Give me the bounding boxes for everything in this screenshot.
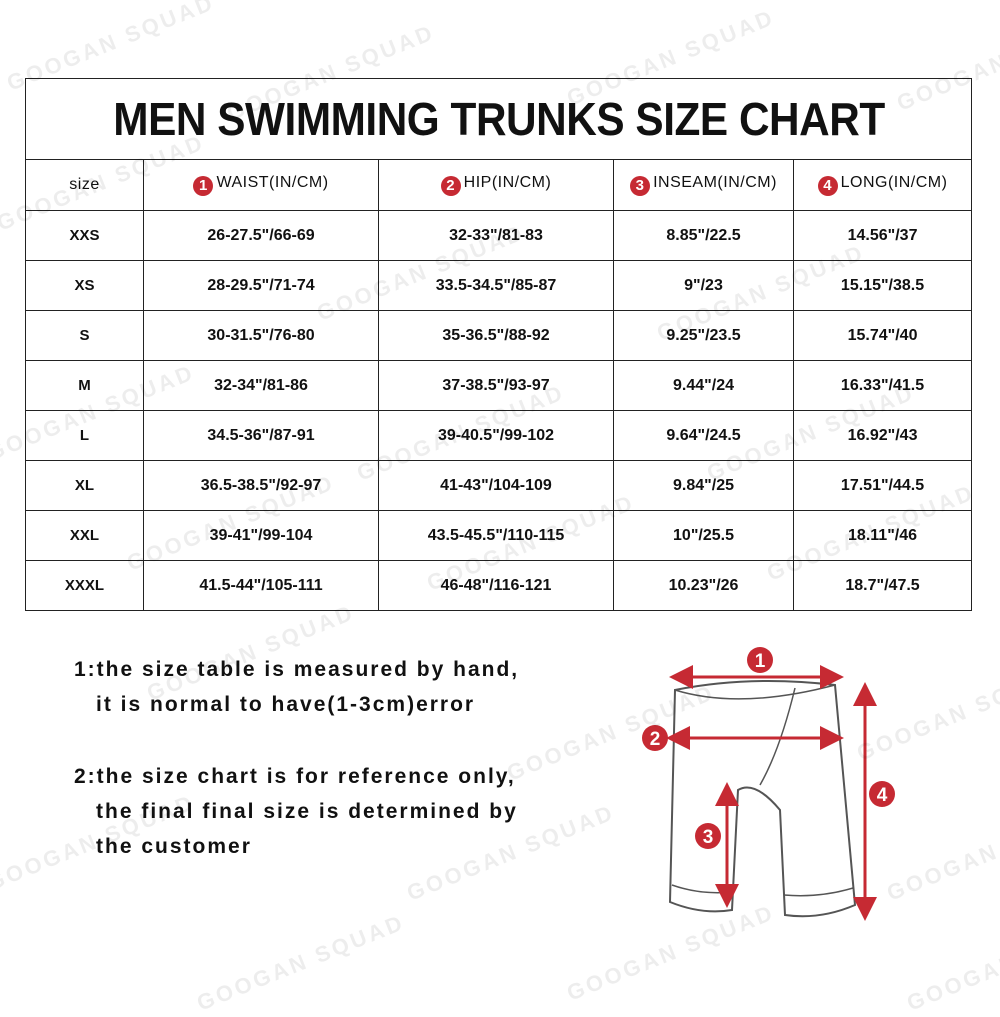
value-cell: 32-34"/81-86 [143,360,379,411]
table-row: L 34.5-36"/87-91 39-40.5"/99-102 9.64"/24.5… [25,410,973,461]
note-2-cont2: the customer [96,835,252,858]
table-row: XXS 26-27.5"/66-69 32-33"/81-83 8.85"/22.5 1… [25,210,973,261]
header-label: LONG(IN/CM) [840,174,948,191]
shorts-outline [668,680,857,918]
header-label: size [69,176,100,193]
value-cell: 18.7"/47.5 [792,560,973,611]
header-label: WAIST(IN/CM) [216,174,329,191]
size-cell: XL [25,460,144,511]
value-cell: 10.23"/26 [613,560,794,611]
size-cell: S [25,310,144,361]
column-header: 2 HIP(IN/CM) [378,159,614,211]
value-cell: 34.5-36"/87-91 [143,410,379,461]
number-badge-icon: 3 [630,176,651,196]
shorts-diagram: 1 2 3 4 [642,647,895,921]
value-cell: 37-38.5"/93-97 [378,360,614,411]
value-cell: 17.51"/44.5 [792,460,973,511]
value-cell: 35-36.5"/88-92 [378,310,614,361]
table-row: XXXL 41.5-44"/105-111 46-48"/116-121 10.23"… [25,560,973,611]
marker-3: 3 [695,823,721,849]
table-row: M 32-34"/81-86 37-38.5"/93-97 9.44"/24 16.33… [25,360,973,411]
size-cell: XXL [25,510,144,561]
note-2-cont: the final final size is determined by [96,800,518,823]
size-cell: M [25,360,144,411]
svg-text:3: 3 [703,827,714,848]
table-row: XXL 39-41"/99-104 43.5-45.5"/110-115 10"/25… [25,510,973,561]
size-chart-table: MEN SWIMMING TRUNKS SIZE CHART size 1 WAIS… [25,78,973,611]
value-cell: 26-27.5"/66-69 [143,210,379,261]
value-cell: 41-43"/104-109 [378,460,614,511]
size-cell: XXS [25,210,144,261]
column-header: size [25,159,144,211]
size-cell: XXXL [25,560,144,611]
value-cell: 46-48"/116-121 [378,560,614,611]
watermark: GOOGAN SQUAD [903,909,1000,1016]
value-cell: 41.5-44"/105-111 [143,560,379,611]
watermark: GOOGAN SQUAD [193,909,409,1016]
value-cell: 33.5-34.5"/85-87 [378,260,614,311]
value-cell: 18.11"/46 [792,510,973,561]
header-label: INSEAM(IN/CM) [653,174,777,191]
marker-1: 1 [747,647,773,673]
table-row: XS 28-29.5"/71-74 33.5-34.5"/85-87 9"/23 15.… [25,260,973,311]
number-badge-icon: 2 [440,176,461,196]
value-cell: 9.25"/23.5 [613,310,794,361]
marker-4: 4 [869,781,895,807]
value-cell: 30-31.5"/76-80 [143,310,379,361]
svg-text:1: 1 [755,651,766,672]
value-cell: 39-40.5"/99-102 [378,410,614,461]
size-cell: XS [25,260,144,311]
column-header: 3 INSEAM(IN/CM) [613,159,794,211]
value-cell: 16.92"/43 [792,410,973,461]
note-1-cont: it is normal to have(1-3cm)error [96,693,476,716]
value-cell: 9.84"/25 [613,460,794,511]
value-cell: 39-41"/99-104 [143,510,379,561]
notes: 1:the size table is measured by hand, it… [74,652,519,864]
table-row: S 30-31.5"/76-80 35-36.5"/88-92 9.25"/23.5 1… [25,310,973,361]
value-cell: 9.44"/24 [613,360,794,411]
value-cell: 9.64"/24.5 [613,410,794,461]
header-label: HIP(IN/CM) [463,174,552,191]
column-header: 4 LONG(IN/CM) [792,159,973,211]
value-cell: 8.85"/22.5 [613,210,794,261]
number-badge-icon: 4 [817,176,838,196]
value-cell: 16.33"/41.5 [792,360,973,411]
column-header: 1 WAIST(IN/CM) [143,159,379,211]
value-cell: 15.74"/40 [792,310,973,361]
svg-text:2: 2 [650,729,661,750]
chart-title: MEN SWIMMING TRUNKS SIZE CHART [62,78,935,160]
value-cell: 10"/25.5 [613,510,794,561]
note-1: 1:the size table is measured by hand, [74,658,520,681]
size-cell: L [25,410,144,461]
value-cell: 14.56"/37 [792,210,973,261]
value-cell: 28-29.5"/71-74 [143,260,379,311]
value-cell: 9"/23 [613,260,794,311]
value-cell: 32-33"/81-83 [378,210,614,261]
table-row: XL 36.5-38.5"/92-97 41-43"/104-109 9.84"/25… [25,460,973,511]
value-cell: 36.5-38.5"/92-97 [143,460,379,511]
number-badge-icon: 1 [193,176,214,196]
note-2: 2:the size chart is for reference only, [74,765,516,788]
value-cell: 43.5-45.5"/110-115 [378,510,614,561]
svg-text:4: 4 [877,785,888,806]
value-cell: 15.15"/38.5 [792,260,973,311]
marker-2: 2 [642,725,668,751]
